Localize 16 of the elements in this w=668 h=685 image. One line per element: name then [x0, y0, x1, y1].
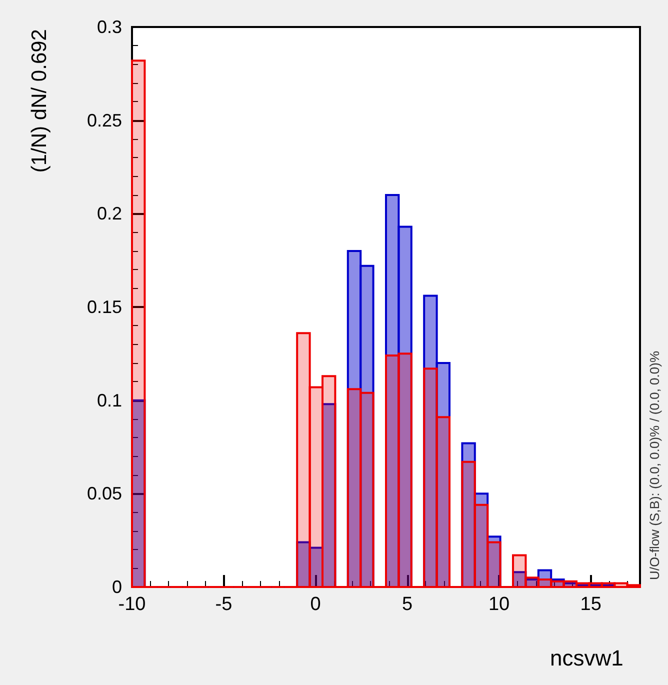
y-tick-label: 0.15: [86, 297, 122, 317]
y-tick-label: 0.25: [86, 110, 122, 130]
y-tick-label: 0: [112, 577, 122, 597]
x-tick-label: 10: [488, 594, 510, 615]
x-tick-label: -10: [118, 594, 146, 615]
y-tick-label: 0.3: [96, 17, 122, 37]
y-tick-label: 0.05: [86, 484, 122, 504]
x-axis-title: ncsvw1: [550, 646, 624, 670]
y-tick-label: 0.1: [96, 390, 122, 410]
y-axis-title: (1/N) dN/ 0.692: [28, 29, 51, 173]
x-tick-label: 15: [580, 594, 602, 615]
y-tick-label: 0.2: [96, 204, 122, 224]
text: U/O-flow (S,B): (0.0, 0.0)% / (0.0, 0.0)%: [647, 350, 662, 580]
x-tick-label: 0: [310, 594, 321, 615]
x-tick-label: -5: [215, 594, 232, 615]
x-tick-label: 5: [402, 594, 413, 615]
